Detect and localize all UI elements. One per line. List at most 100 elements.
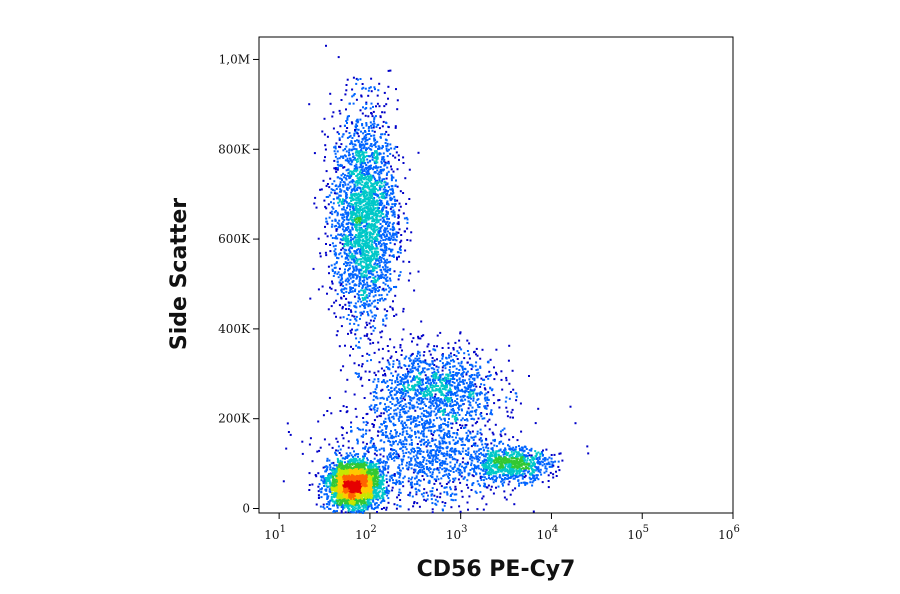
event-dot [335,468,338,471]
event-dot [401,338,404,341]
event-dot [326,506,329,508]
event-dot [335,464,338,467]
event-dot [365,107,368,109]
event-dot [384,251,387,254]
event-dot [353,240,356,243]
event-dot [389,277,391,280]
event-dot [355,502,358,505]
event-dot [350,172,353,175]
event-dot [335,454,338,456]
event-dot [345,218,348,221]
event-dot [356,216,359,219]
event-dot [332,467,335,470]
event-dot [374,503,376,506]
event-dot [371,494,374,497]
event-dot [399,271,402,274]
event-dot [370,280,373,283]
event-dot [381,276,384,279]
event-dot [369,460,372,463]
event-dot [354,479,357,482]
event-dot [355,199,358,202]
event-dot [379,501,382,504]
event-dot [362,106,364,109]
event-dot [369,492,372,495]
event-dot [390,147,393,150]
event-dot [369,491,372,494]
event-dot [356,158,359,160]
event-dot [364,155,367,158]
event-dot [360,265,363,268]
event-dot [346,159,349,162]
event-dot [362,482,365,484]
event-dot [354,213,357,215]
event-dot [334,510,336,513]
event-dot [340,483,343,486]
event-dot [362,188,364,191]
event-dot [377,123,380,126]
event-dot [405,202,408,205]
event-dot [355,204,358,206]
event-dot [341,234,344,237]
event-dot [354,489,357,492]
event-dot [351,467,354,470]
event-dot [367,314,370,317]
event-dot [347,497,350,500]
event-dot [372,206,375,209]
event-dot [309,297,312,300]
event-dot [362,250,365,253]
event-dot [349,329,352,332]
event-dot [368,239,371,242]
event-dot [324,148,327,151]
event-dot [358,290,361,293]
event-dot [382,251,385,254]
event-dot [341,469,344,472]
event-dot [359,206,361,209]
event-dot [379,230,382,233]
event-dot [357,455,359,458]
event-dot [358,268,361,271]
event-dot [352,479,355,482]
event-dot [403,217,406,220]
event-dot [367,272,370,275]
event-dot [367,198,370,201]
event-dot [376,477,379,480]
event-dot [334,244,337,247]
event-dot [391,175,394,178]
event-dot [369,206,372,209]
event-dot [387,186,390,188]
event-dot [358,201,361,204]
event-dot [359,282,362,285]
event-dot [350,170,353,173]
event-dot [406,227,409,230]
event-dot [362,472,365,475]
event-dot [354,169,357,172]
event-dot [333,492,336,495]
event-dot [384,274,387,277]
event-dot [342,316,345,319]
event-dot [345,89,348,92]
event-dot [367,501,369,504]
event-dot [360,258,363,261]
event-dot [365,136,368,139]
event-dot [346,78,349,81]
event-dot [331,498,334,501]
event-dot [340,282,343,285]
event-dot [358,461,361,464]
event-dot [385,237,388,240]
event-dot [342,493,345,496]
event-dot [382,474,385,476]
event-dot [379,214,382,217]
event-dot [360,503,363,506]
event-dot [324,488,327,491]
event-dot [354,469,357,472]
event-dot [359,262,362,265]
event-dot [361,501,364,504]
event-dot [353,315,356,318]
event-dot [407,494,410,496]
event-dot [349,473,351,476]
event-dot [351,314,354,317]
event-dot [378,153,381,156]
event-dot [382,196,385,198]
event-dot [349,274,352,277]
event-dot [371,158,374,161]
